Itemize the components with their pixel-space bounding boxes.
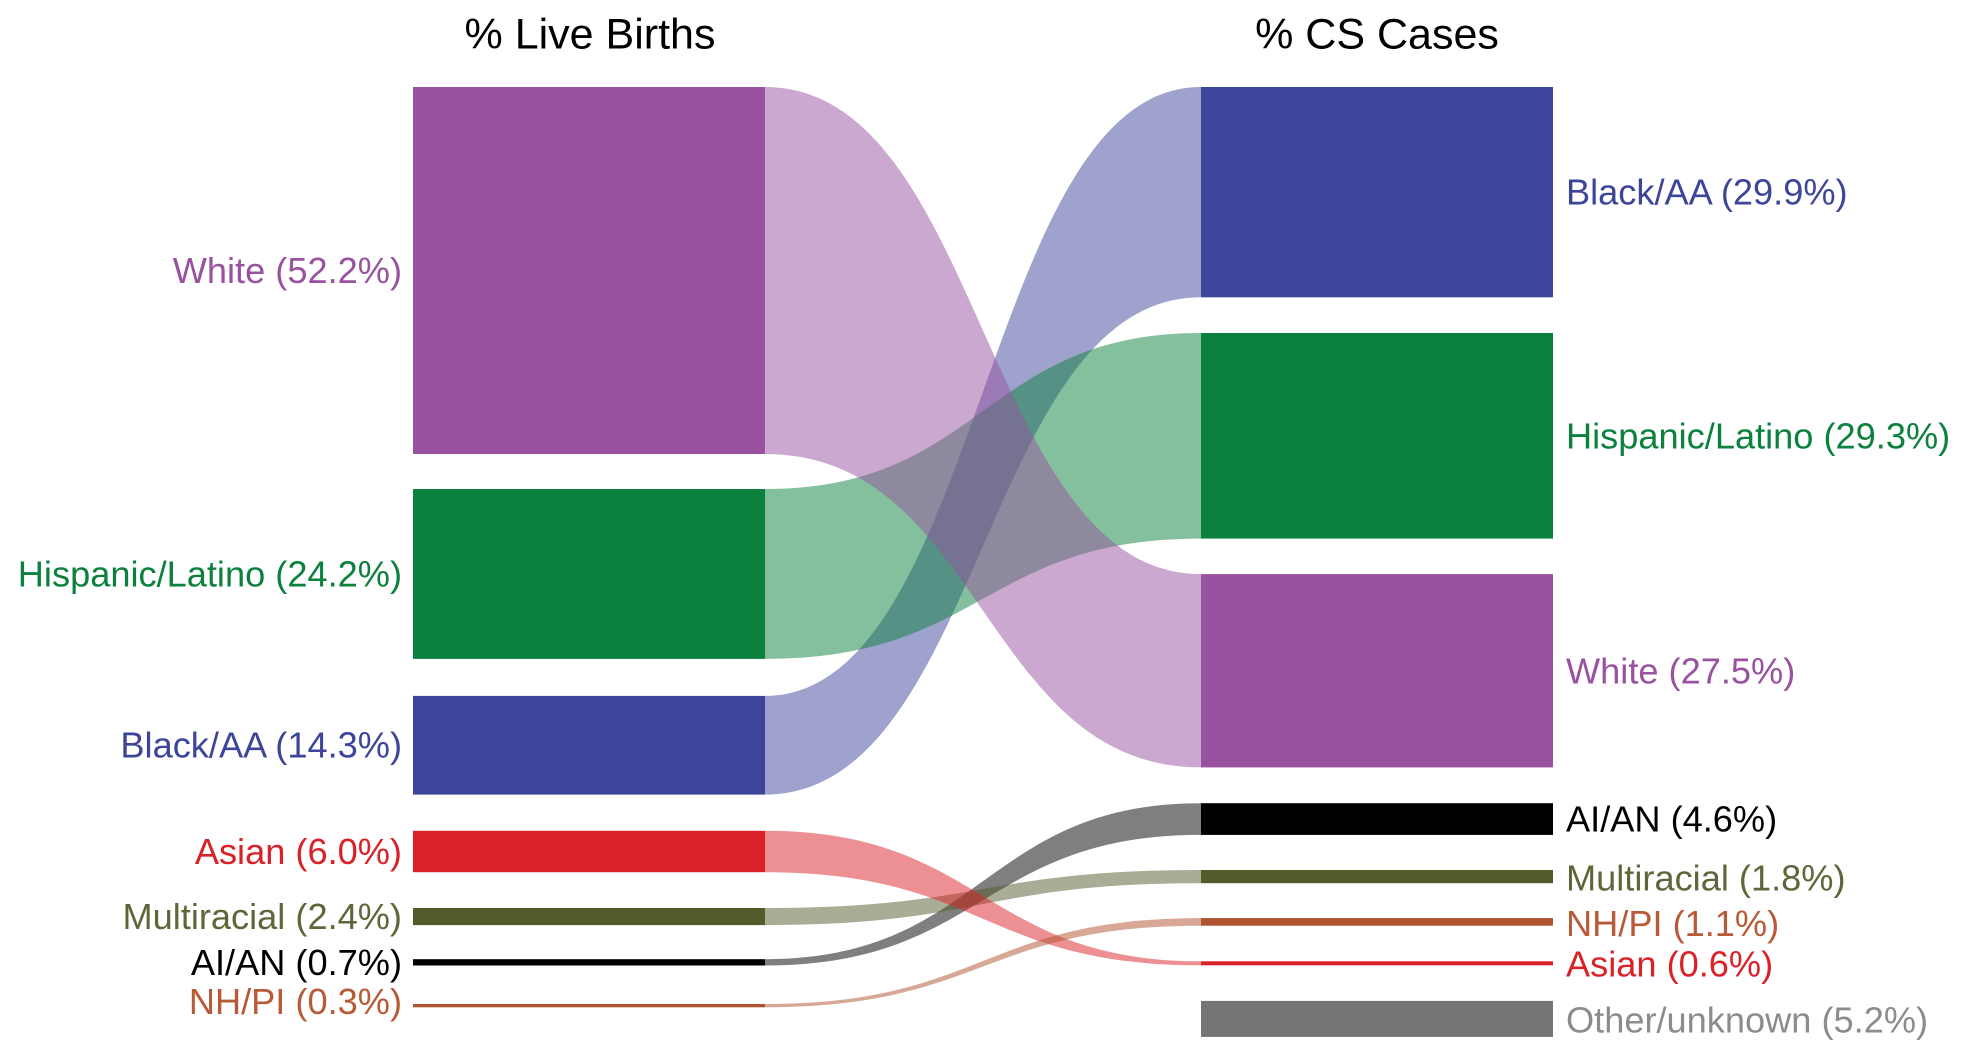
- svg-text:Asian (6.0%): Asian (6.0%): [195, 831, 402, 872]
- svg-text:White (27.5%): White (27.5%): [1566, 650, 1795, 691]
- svg-text:% CS Cases: % CS Cases: [1255, 11, 1499, 59]
- svg-text:Multiracial (1.8%): Multiracial (1.8%): [1566, 857, 1846, 898]
- svg-text:Multiracial (2.4%): Multiracial (2.4%): [122, 896, 402, 937]
- svg-text:NH/PI (0.3%): NH/PI (0.3%): [189, 981, 402, 1022]
- svg-text:White (52.2%): White (52.2%): [173, 250, 402, 291]
- svg-text:Black/AA (14.3%): Black/AA (14.3%): [120, 725, 402, 766]
- svg-text:% Live Births: % Live Births: [465, 11, 716, 59]
- svg-text:AI/AN (0.7%): AI/AN (0.7%): [191, 942, 402, 983]
- svg-text:Hispanic/Latino (29.3%): Hispanic/Latino (29.3%): [1566, 415, 1950, 456]
- svg-text:Asian (0.6%): Asian (0.6%): [1566, 944, 1773, 985]
- svg-text:Black/AA (29.9%): Black/AA (29.9%): [1566, 172, 1848, 213]
- svg-text:NH/PI (1.1%): NH/PI (1.1%): [1566, 903, 1779, 944]
- svg-text:Hispanic/Latino (24.2%): Hispanic/Latino (24.2%): [18, 554, 402, 595]
- svg-text:AI/AN (4.6%): AI/AN (4.6%): [1566, 799, 1777, 840]
- svg-text:Other/unknown (5.2%): Other/unknown (5.2%): [1566, 1000, 1928, 1041]
